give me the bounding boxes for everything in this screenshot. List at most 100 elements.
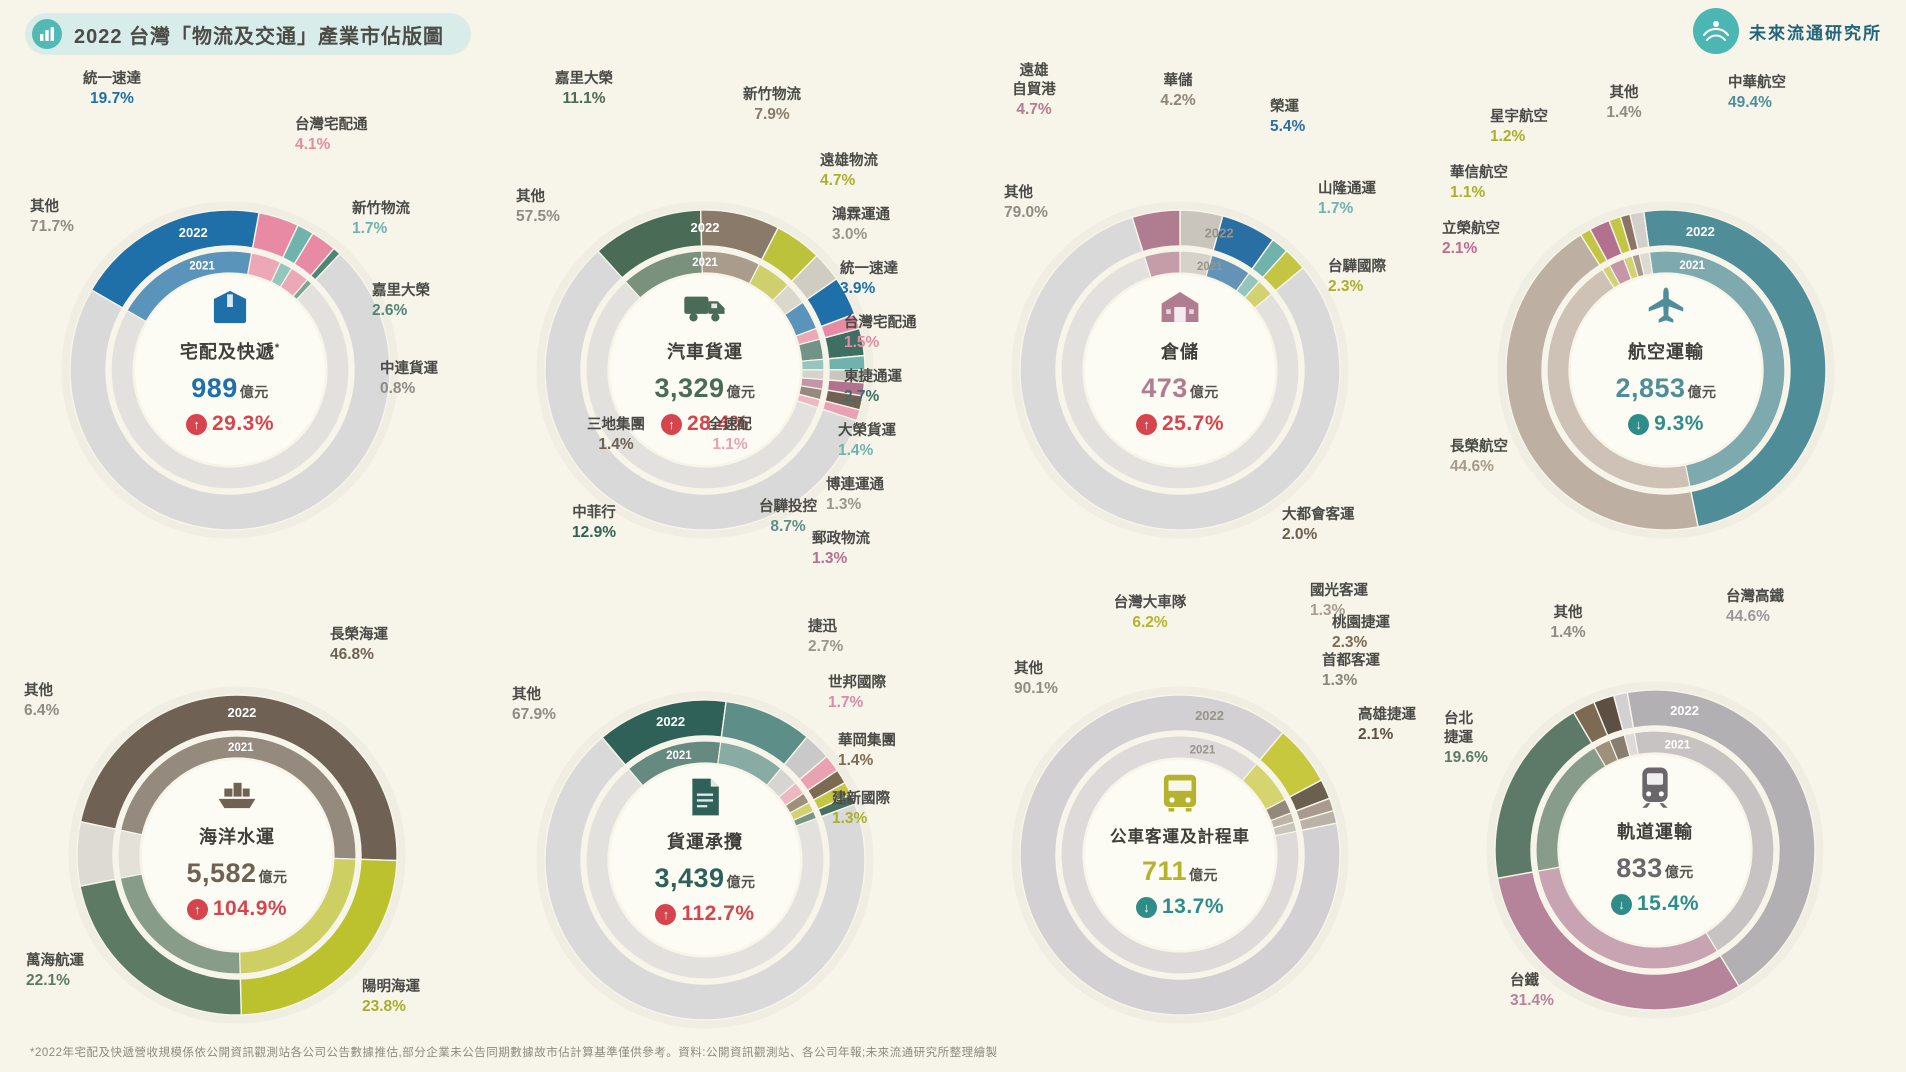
segment-遠雄自貿港 <box>1131 209 1181 253</box>
segment-label: 台鐵 31.4% <box>1510 973 1554 1009</box>
segment-label: 華信航空 1.1% <box>1450 165 1508 201</box>
donut-rings: 2022 2021 <box>1497 201 1835 539</box>
ring-year-2021: 2021 <box>666 750 692 762</box>
segment-其他 <box>1612 691 1635 732</box>
doc-icon <box>682 774 728 820</box>
segment-label: 其他 1.4% <box>1550 605 1586 641</box>
segment-label: 捷迅 2.7% <box>808 619 844 655</box>
segment-label: 嘉里大榮 11.1% <box>555 71 613 107</box>
segment-label: 大都會客運 2.0% <box>1282 507 1355 543</box>
ring-year-2021: 2021 <box>189 261 215 273</box>
ring-year-2021: 2021 <box>692 257 718 269</box>
chart-value: 5,582 億元 <box>186 858 288 888</box>
chart-title: 宅配及快遞* <box>179 342 281 362</box>
chart-value: 711 億元 <box>1141 856 1219 886</box>
chart-title: 航空運輸 <box>1628 342 1704 362</box>
segment-label: 立榮航空 2.1% <box>1442 221 1500 257</box>
ring-year-2022: 2022 <box>691 220 720 235</box>
chart-title: 海洋水運 <box>199 827 275 847</box>
donut-rings: 2022 2021 <box>1486 681 1824 1019</box>
segment-其他 <box>544 736 866 1021</box>
chart-change: ↑ 112.7% <box>655 902 754 926</box>
change-down-arrow-icon: ↓ <box>1610 893 1632 915</box>
donut-center-parcel-express: 宅配及快遞* 989 億元 ↑ 29.3% <box>132 284 328 436</box>
ring-year-2022: 2022 <box>227 705 256 720</box>
train-icon <box>1632 764 1678 810</box>
segment-label: 陽明海運 23.8% <box>362 979 420 1015</box>
ring-year-2022: 2022 <box>656 714 685 729</box>
change-down-arrow-icon: ↓ <box>1628 413 1650 435</box>
ring-year-2021: 2021 <box>1190 744 1216 756</box>
segment-label: 山隆通運 1.7% <box>1318 181 1376 217</box>
chart-value: 3,329 億元 <box>654 373 756 403</box>
segment-label: 其他 1.4% <box>1606 85 1642 121</box>
truck-icon <box>682 284 728 330</box>
segment-其他 <box>544 250 858 531</box>
ring-year-2022: 2022 <box>1195 708 1224 723</box>
segment-label: 高雄捷運 2.1% <box>1358 707 1416 743</box>
publisher-logo: 未來流通研究所 <box>1693 8 1882 54</box>
footnote: *2022年宅配及快遞營收規模係依公開資訊觀測站各公司公告數據推估,部分企業未公… <box>30 1047 998 1059</box>
segment-label: 全速配 1.1% <box>708 417 752 453</box>
donut-center-rail-transport: 軌道運輸 833 億元 ↓ 15.4% <box>1557 764 1753 916</box>
ring-year-2021: 2021 <box>1197 261 1223 273</box>
chart-value: 833 億元 <box>1616 853 1694 883</box>
donut-chart-parcel-express: 2022 2021 宅配及快遞* 989 億元 ↑ 29.3% 統一速達 19.7% 台灣宅配通 4… <box>0 60 476 560</box>
chart-value: 3,439 億元 <box>654 863 756 893</box>
segment-label: 長榮航空 44.6% <box>1450 439 1508 475</box>
segment-label: 華儲 4.2% <box>1160 73 1196 109</box>
donut-rings: 2022 2021 <box>536 201 874 539</box>
ring-year-2022: 2022 <box>1670 703 1699 718</box>
segment-長榮海運 <box>79 694 398 862</box>
bus-icon <box>1157 769 1203 815</box>
ring-year-2021: 2021 <box>228 742 254 754</box>
segment-label: 華岡集團 1.4% <box>838 733 896 769</box>
change-down-arrow-icon: ↓ <box>1135 896 1157 918</box>
chart-title: 公車客運及計程車 <box>1110 828 1250 846</box>
segment-label: 台灣高鐵 44.6% <box>1726 589 1784 625</box>
chart-title: 汽車貨運 <box>667 342 743 362</box>
segment-label: 鴻霖運通 3.0% <box>832 207 890 243</box>
segment-label: 萬海航運 22.1% <box>26 953 84 989</box>
chart-change: ↑ 104.9% <box>186 897 287 921</box>
chart-title: 軌道運輸 <box>1617 822 1693 842</box>
change-up-arrow-icon: ↑ <box>655 903 677 925</box>
segment-label: 其他 90.1% <box>1014 661 1058 697</box>
ring-year-2022: 2022 <box>1686 224 1715 239</box>
segment-label: 台灣宅配通 4.1% <box>295 117 368 153</box>
donut-center-air-transport: 航空運輸 2,853 億元 ↓ 9.3% <box>1568 284 1764 436</box>
chart-value: 989 億元 <box>191 373 269 403</box>
page-title-banner: 2022 台灣「物流及交通」產業市佔版圖 <box>26 14 471 54</box>
ring-year-2021: 2021 <box>1679 260 1705 272</box>
donut-chart-freight-forwarding: 2022 2021 貨運承攬 3,439 億元 ↑ 112.7% 中菲行 12.9% 台驊投控 8.… <box>476 499 952 1072</box>
publisher-logo-text: 未來流通研究所 <box>1749 23 1882 43</box>
segment-label: 台驊投控 8.7% <box>759 499 817 535</box>
change-up-arrow-icon: ↑ <box>185 413 207 435</box>
segment-台灣高鐵 <box>1626 689 1816 988</box>
donut-chart-air-transport: 2022 2021 航空運輸 2,853 億元 ↓ 9.3% 中華航空 49.4% 其他 1.4% 星… <box>1428 60 1904 560</box>
donut-rings: 2022 2021 <box>1011 686 1349 1024</box>
chart-change: ↑ 25.7% <box>1135 412 1224 436</box>
chart-change: ↑ 29.3% <box>185 412 274 436</box>
donut-chart-trucking: 2022 2021 汽車貨運 3,329 億元 ↑ 28.4% 嘉里大榮 11.1% 新竹物流 7.… <box>476 60 952 567</box>
segment-label: 星宇航空 1.2% <box>1490 109 1548 145</box>
segment-其他 <box>1629 210 1650 251</box>
warehouse-icon <box>1157 284 1203 330</box>
segment-label: 其他 71.7% <box>30 199 74 235</box>
segment-label: 桃園捷運 2.3% <box>1332 615 1390 651</box>
donut-center-freight-forwarding: 貨運承攬 3,439 億元 ↑ 112.7% <box>607 774 803 926</box>
donut-chart-warehousing: 2022 2021 倉儲 473 億元 ↑ 25.7% 遠雄 自貿港 4.7% 華儲 4.2% 榮運 5.… <box>952 60 1428 560</box>
segment-label: 中華航空 49.4% <box>1728 75 1786 111</box>
donut-chart-rail-transport: 2022 2021 軌道運輸 833 億元 ↓ 15.4% 台灣高鐵 44.6% 其他 1.4% 桃園… <box>1332 560 1904 1072</box>
ring-year-2021: 2021 <box>1665 739 1691 751</box>
donut-center-ocean-shipping: 海洋水運 5,582 億元 ↑ 104.9% <box>139 769 335 921</box>
donut-chart-ocean-shipping: 2022 2021 海洋水運 5,582 億元 ↑ 104.9% 長榮海運 46.8% 其他 6.4… <box>0 560 476 1072</box>
segment-label: 郵政物流 1.3% <box>812 531 870 567</box>
segment-其他 <box>76 820 117 888</box>
donut-center-trucking: 汽車貨運 3,329 億元 ↑ 28.4% <box>607 284 803 436</box>
segment-label: 國光客運 1.3% <box>1310 583 1368 619</box>
chart-title: 貨運承攬 <box>667 832 743 852</box>
publisher-logo-icon <box>1693 8 1739 54</box>
segment-label: 嘉里大榮 2.6% <box>372 283 430 319</box>
